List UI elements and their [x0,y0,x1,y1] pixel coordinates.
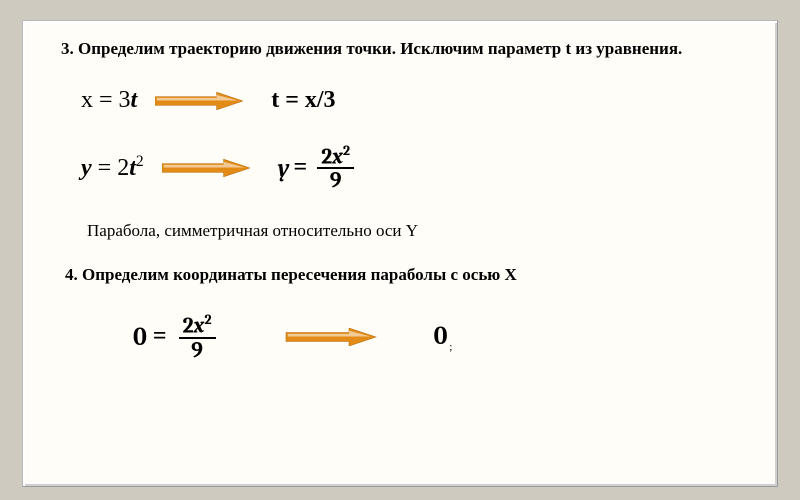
frac-num-sup: 2 [343,142,350,159]
eq-y-t: t [129,155,136,181]
eq-x-3t-prefix: x = 3 [81,87,131,113]
frac-num-var: x [332,143,343,169]
eq-y-frac: y = 2x2 9 [278,144,359,191]
eq-t-x3: t = x/3 [271,87,335,114]
eq-0-frac: 0 = 2x2 9 [133,313,220,360]
step4-heading: 4. Определим координаты пересечения пара… [65,265,757,285]
step3-heading: 3. Определим траекторию движения точки. … [61,39,757,59]
frac-num-sup-b: 2 [204,311,211,328]
frac-num-coeff-b: 2 [183,313,194,339]
eq-y-var: y [81,155,92,181]
arrow-icon [155,92,243,110]
eq-y-2t2: y = 2t2 [81,153,144,182]
slide-panel: 3. Определим траекторию движения точки. … [22,20,778,487]
fraction-num-b: 2x2 [179,313,216,336]
arrow-icon [162,159,250,177]
eq-x-3t-var: t [131,87,138,113]
frac-num-var-b: x [194,313,205,339]
step3-row2: y = 2t2 y = 2x2 9 [81,144,757,191]
eq-0-zero: 0 [133,322,147,352]
eq-y-frac-eq: = [293,154,307,181]
fraction-den-b: 9 [187,339,207,361]
fraction-2x2-9: 2x2 9 [317,144,354,191]
frac-num-coeff: 2 [321,143,332,169]
fraction-2x2-9-b: 2x2 9 [179,313,216,360]
eq-result-0: 0; [434,321,453,353]
eq-y-frac-y: y [278,154,290,182]
step4-row: 0 = 2x2 9 0; [133,313,757,360]
step3-row1: x = 3t t = x/3 [81,87,757,114]
eq-result-zero: 0 [434,321,448,351]
eq-y-mid: = 2 [92,155,130,181]
eq-y-sup: 2 [136,153,144,170]
step3-caption: Парабола, симметричная относительно оси … [87,221,757,241]
arrow-icon [276,328,386,346]
eq-0-eq: = [153,323,167,350]
eq-result-sub: ; [449,340,452,353]
fraction-den: 9 [326,169,346,191]
eq-x-3t: x = 3t [81,87,137,114]
fraction-num: 2x2 [317,144,354,167]
